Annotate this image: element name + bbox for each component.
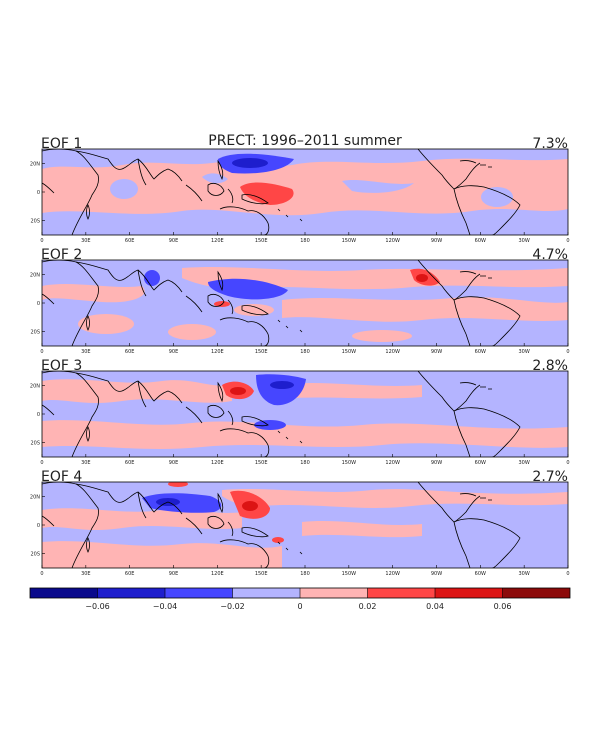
lon-tick-label: 90E (169, 571, 179, 577)
lon-tick-label: 90W (431, 349, 442, 355)
lon-tick-label: 30W (519, 349, 530, 355)
lon-tick-label: 120W (385, 349, 400, 355)
panel-variance: 4.7% (532, 247, 568, 263)
lon-tick-label: 60W (475, 238, 486, 244)
lon-tick-label: 90W (431, 460, 442, 466)
colorbar-swatch (97, 588, 165, 598)
panel-label: EOF 3 (41, 358, 82, 374)
lon-tick-label: 60E (125, 460, 135, 466)
lat-tick-label: 20N (30, 383, 40, 389)
lat-tick-label: 20S (30, 441, 40, 447)
colorbar-swatch (367, 588, 435, 598)
lat-tick-label: 0 (37, 523, 40, 529)
lon-tick-label: 60W (475, 349, 486, 355)
lon-tick-label: 150E (255, 349, 268, 355)
lon-tick-label: 0 (566, 460, 569, 466)
lon-tick-label: 30E (81, 571, 91, 577)
lon-tick-label: 150E (255, 460, 268, 466)
panel-variance: 7.3% (532, 136, 568, 152)
eof-panel-1: EOF 1 7.3% (41, 136, 569, 236)
lon-tick-label: 90E (169, 349, 179, 355)
colorbar-label: −0.06 (85, 602, 110, 611)
lon-tick-label: 120E (211, 571, 224, 577)
lon-tick-label: 60E (125, 349, 135, 355)
lat-tick-label: 20N (30, 494, 40, 500)
panel-axes: 0 30E 60E 90E 120E 150E 180 150W 120W 90W 60W 30W 0 2… (30, 272, 570, 355)
panel-axes: 0 30E 60E 90E 120E 150E 180 150W 120W 90W 60W 30W 0 2… (30, 383, 570, 466)
lon-tick-label: 0 (40, 460, 43, 466)
lon-tick-label: 0 (40, 238, 43, 244)
lon-tick-label: 90E (169, 238, 179, 244)
lat-tick-label: 20S (30, 330, 40, 336)
lon-tick-label: 30W (519, 238, 530, 244)
lat-tick-label: 20S (30, 552, 40, 558)
colorbar-swatch (232, 588, 300, 598)
lon-tick-label: 150W (342, 238, 357, 244)
lon-tick-label: 150E (255, 571, 268, 577)
lon-tick-label: 180 (300, 571, 310, 577)
lon-tick-label: 30W (519, 460, 530, 466)
lon-tick-label: 180 (300, 238, 310, 244)
lat-tick-label: 0 (37, 412, 40, 418)
colorbar-label: −0.02 (220, 602, 245, 611)
lat-tick-label: 20N (30, 161, 40, 167)
colorbar-swatch (30, 588, 98, 598)
lon-tick-label: 120W (385, 238, 400, 244)
colorbar-swatch (435, 588, 503, 598)
lon-tick-label: 120W (385, 460, 400, 466)
lon-tick-label: 30E (81, 349, 91, 355)
lon-tick-label: 90W (431, 571, 442, 577)
lon-tick-label: 0 (40, 349, 43, 355)
lon-tick-label: 120E (211, 460, 224, 466)
lon-tick-label: 60E (125, 571, 135, 577)
colorbar-label: −0.04 (153, 602, 178, 611)
panel-variance: 2.7% (532, 469, 568, 485)
lon-tick-label: 120E (211, 238, 224, 244)
lat-tick-label: 0 (37, 190, 40, 196)
colorbar: −0.06 −0.04 −0.02 0 0.02 0.04 0.06 (29, 587, 571, 611)
lon-tick-label: 90E (169, 460, 179, 466)
lon-tick-label: 150W (342, 571, 357, 577)
panel-axes: 0 30E 60E 90E 120E 150E 180 150W 120W 90W 60W 30W 0 2… (30, 161, 570, 244)
eof-panel-4: EOF 4 2.7% (41, 469, 569, 569)
lon-tick-label: 0 (566, 238, 569, 244)
lon-tick-label: 180 (300, 349, 310, 355)
panel-label: EOF 4 (41, 469, 82, 485)
lon-tick-label: 180 (300, 460, 310, 466)
panel-axes: 0 30E 60E 90E 120E 150E 180 150W 120W 90W 60W 30W 0 2… (30, 494, 570, 577)
figure-title: PRECT: 1996–2011 summer (208, 133, 402, 149)
lon-tick-label: 0 (566, 571, 569, 577)
colorbar-swatch (502, 588, 570, 598)
colorbar-swatch (165, 588, 233, 598)
lon-tick-label: 120E (211, 349, 224, 355)
colorbar-swatch (300, 588, 368, 598)
lat-tick-label: 0 (37, 301, 40, 307)
colorbar-label: 0 (297, 602, 302, 611)
lon-tick-label: 0 (566, 349, 569, 355)
panel-label: EOF 2 (41, 247, 82, 263)
lon-tick-label: 150W (342, 460, 357, 466)
lon-tick-label: 60W (475, 460, 486, 466)
lon-tick-label: 150W (342, 349, 357, 355)
lon-tick-label: 120W (385, 571, 400, 577)
lon-tick-label: 30W (519, 571, 530, 577)
lon-tick-label: 60E (125, 238, 135, 244)
lat-tick-label: 20S (30, 219, 40, 225)
lon-tick-label: 90W (431, 238, 442, 244)
lon-tick-label: 0 (40, 571, 43, 577)
colorbar-label: 0.02 (359, 602, 377, 611)
eof-panel-3: EOF 3 2.8% (41, 358, 569, 458)
lat-tick-label: 20N (30, 272, 40, 278)
panel-variance: 2.8% (532, 358, 568, 374)
colorbar-label: 0.06 (494, 602, 512, 611)
lon-tick-label: 150E (255, 238, 268, 244)
eof-panel-2: EOF 2 4.7% (41, 247, 569, 347)
lon-tick-label: 30E (81, 460, 91, 466)
panel-label: EOF 1 (41, 136, 82, 152)
lon-tick-label: 30E (81, 238, 91, 244)
lon-tick-label: 60W (475, 571, 486, 577)
colorbar-label: 0.04 (426, 602, 444, 611)
